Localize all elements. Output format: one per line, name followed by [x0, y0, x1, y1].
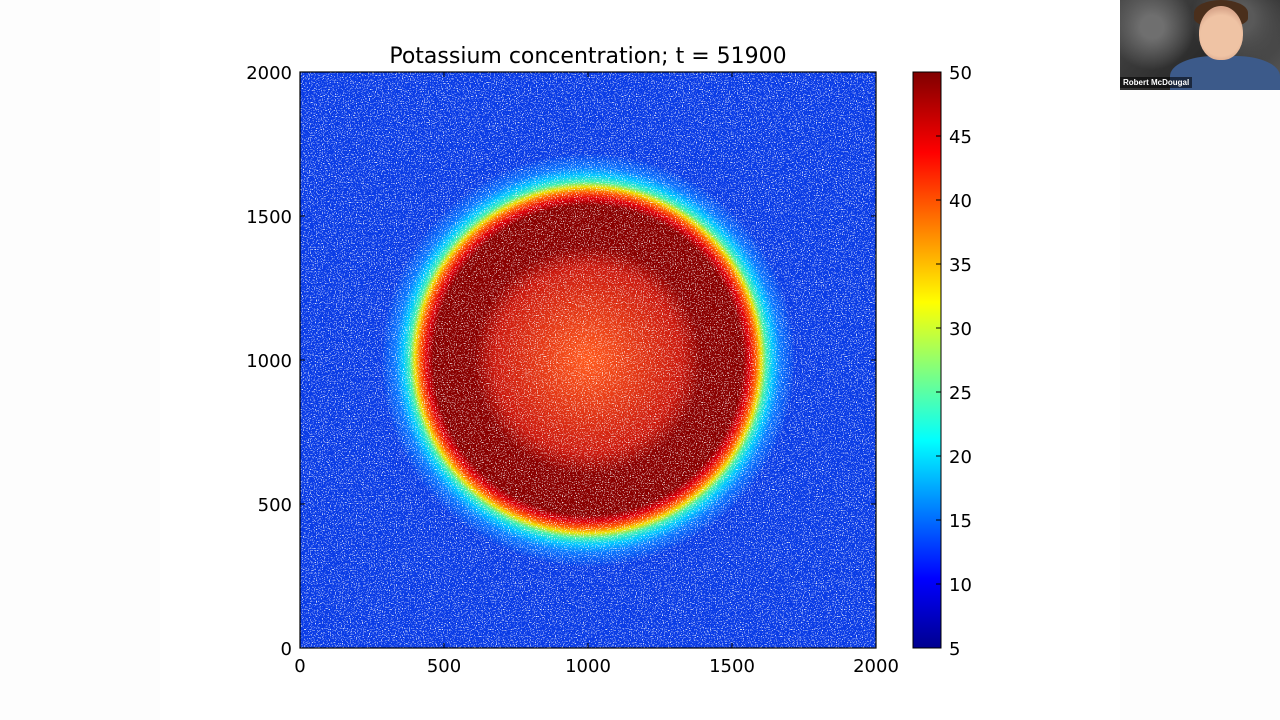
- colorbar-tick-label: 50: [949, 63, 972, 84]
- colorbar-tick-label: 20: [949, 447, 972, 468]
- plot-area: [300, 72, 876, 648]
- colorbar-tick-label: 30: [949, 319, 972, 340]
- x-axis: 0 500 1000 1500 2000: [294, 72, 899, 677]
- colorbar-tick-label: 15: [949, 511, 972, 532]
- colorbar-axis: 5 10 15 20 25 30 35 40 45 50: [936, 63, 972, 660]
- noise-speckle: [300, 72, 876, 648]
- colorbar-tick-label: 45: [949, 127, 972, 148]
- slide-margin-left: [0, 0, 160, 720]
- x-tick-label: 1000: [565, 656, 611, 677]
- y-tick-label: 500: [258, 495, 292, 516]
- y-tick-label: 1500: [246, 207, 292, 228]
- participant-face: [1199, 6, 1243, 60]
- colorbar-tick-label: 25: [949, 383, 972, 404]
- slide-margin-right: [1120, 0, 1280, 720]
- x-tick-label: 2000: [853, 656, 899, 677]
- y-tick-label: 0: [281, 639, 292, 660]
- y-tick-label: 1000: [246, 351, 292, 372]
- participant-video-tile[interactable]: Robert McDougal: [1120, 0, 1280, 90]
- y-axis: 0 500 1000 1500 2000: [246, 63, 876, 660]
- colorbar-tick-label: 40: [949, 191, 972, 212]
- colorbar-tick-label: 10: [949, 575, 972, 596]
- participant-name-label: Robert McDougal: [1120, 77, 1193, 88]
- y-tick-label: 2000: [246, 63, 292, 84]
- x-tick-label: 500: [427, 656, 461, 677]
- chart-title: Potassium concentration; t = 51900: [389, 44, 786, 69]
- x-tick-label: 0: [294, 656, 305, 677]
- colorbar-tick-label: 35: [949, 255, 972, 276]
- colorbar: [912, 71, 942, 649]
- x-tick-label: 1500: [709, 656, 755, 677]
- colorbar-tick-label: 5: [949, 639, 960, 660]
